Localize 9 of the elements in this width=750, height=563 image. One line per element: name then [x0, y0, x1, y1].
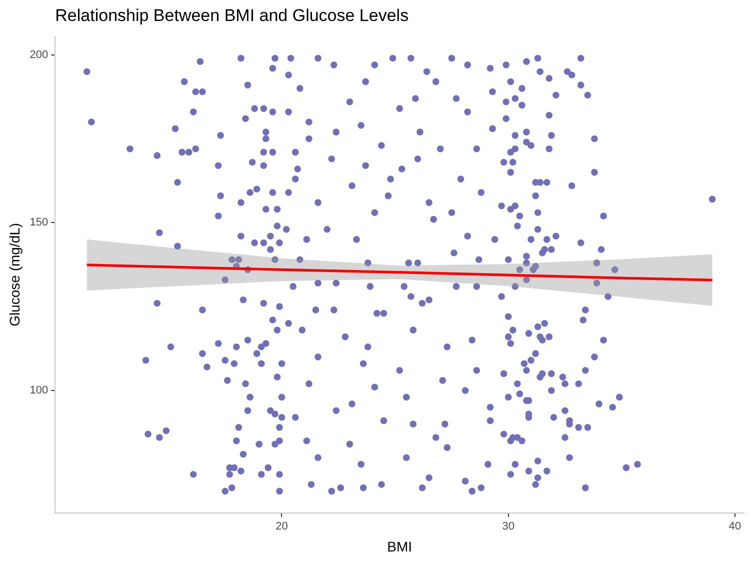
y-tick-label: 100 [30, 384, 48, 397]
x-tick-label: 20 [276, 520, 288, 533]
x-tick-label: 30 [502, 520, 514, 533]
y-tick-label: 150 [30, 216, 48, 229]
chart-title: Relationship Between BMI and Glucose Levels [55, 6, 409, 25]
y-tick-label: 200 [30, 48, 48, 61]
y-axis-title: Glucose (mg/dL) [6, 222, 22, 326]
x-axis-title: BMI [387, 538, 412, 554]
x-tick-label: 40 [728, 520, 742, 533]
